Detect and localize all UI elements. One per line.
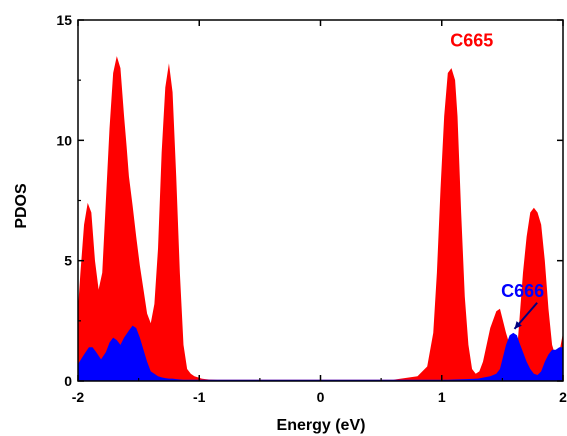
y-axis-title: PDOS: [13, 183, 30, 229]
plot-area: [78, 56, 563, 381]
series-area-c665: [78, 56, 563, 381]
x-tick-label: 2: [559, 389, 567, 405]
y-tick-label: 10: [56, 132, 72, 148]
axes: -2 -1 0 1 2 0 5 10 15: [56, 12, 567, 405]
x-tick-label: 0: [317, 389, 325, 405]
x-axis-title: Energy (eV): [277, 417, 366, 434]
series-area-c666: [78, 325, 563, 381]
annotation-c666: C666: [501, 281, 544, 301]
x-tick-label: 1: [438, 389, 446, 405]
x-tick-label: -2: [72, 389, 85, 405]
annotation-c665: C665: [450, 30, 493, 50]
x-tick-label: -1: [193, 389, 206, 405]
y-tick-label: 15: [56, 12, 72, 28]
y-tick-label: 0: [64, 373, 72, 389]
annotations: C665 C666: [450, 30, 544, 330]
annotation-arrow-head: [514, 321, 522, 329]
y-tick-label: 5: [64, 253, 72, 269]
